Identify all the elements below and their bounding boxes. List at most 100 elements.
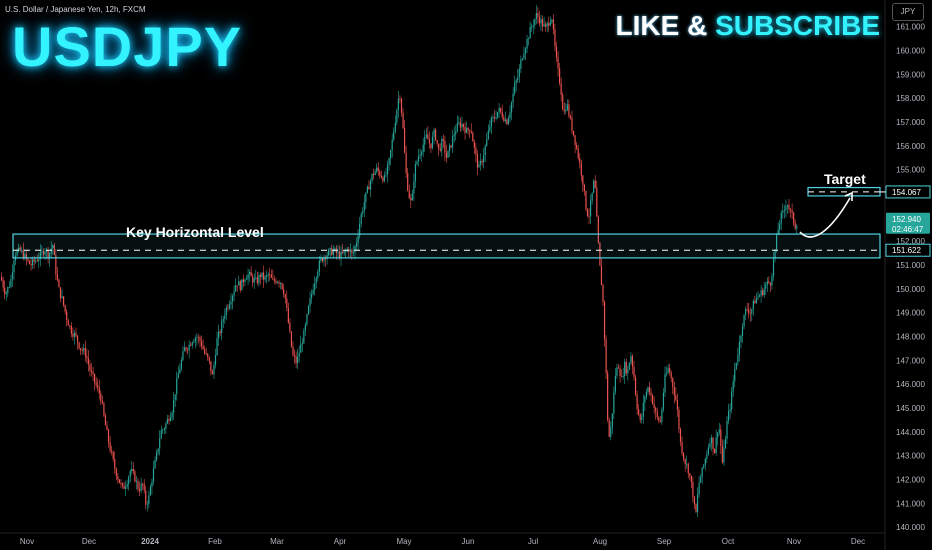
candle-body: [445, 152, 448, 158]
candle-body: [396, 109, 398, 123]
candle-body: [529, 26, 531, 39]
candle-body: [745, 309, 747, 315]
candle-body: [659, 420, 661, 422]
candle-body: [772, 259, 775, 276]
candle-body: [596, 187, 598, 217]
candle-body: [218, 331, 220, 339]
candle-body: [250, 272, 252, 277]
candle-body: [159, 438, 161, 449]
candle-body: [548, 23, 550, 26]
candle-body: [117, 476, 119, 480]
candle-body: [295, 356, 297, 364]
candle-body: [76, 335, 79, 343]
candle-body: [616, 367, 618, 376]
candle-body: [692, 482, 694, 498]
candle-body: [61, 296, 63, 299]
candle-body: [355, 243, 358, 247]
candle-body: [779, 223, 781, 230]
candle-body: [97, 385, 99, 388]
candle-body: [75, 332, 77, 336]
candle-body: [400, 98, 403, 113]
candle-body: [67, 320, 69, 326]
candle-body: [194, 338, 196, 342]
candle-body: [487, 130, 489, 140]
candle-body: [225, 307, 227, 315]
candle-body: [679, 428, 682, 442]
candle-body: [667, 368, 669, 373]
candle-body: [687, 463, 689, 474]
candle-body: [591, 192, 593, 201]
candle-body: [543, 24, 545, 27]
candle-body: [197, 337, 200, 339]
candle-body: [625, 361, 627, 374]
candle-body: [554, 29, 556, 47]
candle-body: [653, 403, 655, 409]
candle-body: [256, 277, 258, 284]
candle-body: [38, 259, 40, 261]
candle-body: [780, 212, 782, 224]
current-price-tag-text: 152.940: [892, 215, 921, 224]
candle-body: [684, 459, 686, 465]
candle-body: [275, 280, 277, 283]
candle-body: [221, 321, 223, 334]
candle-body: [417, 156, 420, 162]
candle-body: [441, 139, 443, 151]
candle-body: [373, 173, 375, 176]
candle-body: [156, 452, 158, 461]
chart-title: USDJPY: [12, 15, 243, 78]
y-tick-label: 156.000: [896, 142, 925, 151]
candle-body: [741, 326, 744, 336]
candle-body: [464, 127, 466, 133]
candle-body: [334, 248, 336, 251]
candle-body: [92, 372, 94, 375]
candle-body: [349, 249, 351, 252]
candle-body: [399, 98, 401, 100]
y-tick-label: 144.000: [896, 428, 925, 437]
candle-body: [278, 282, 280, 284]
candle-body: [588, 215, 590, 217]
candle-body: [300, 343, 302, 353]
candle-body: [765, 284, 767, 289]
candle-body: [479, 160, 482, 165]
candle-body: [183, 347, 186, 352]
candle-body: [652, 395, 654, 404]
candle-body: [537, 13, 539, 18]
candle-body: [408, 190, 410, 199]
candle-body: [709, 443, 711, 448]
candle-body: [686, 463, 688, 465]
candle-body: [689, 473, 691, 476]
candle-body: [738, 341, 740, 356]
candle-body: [244, 279, 246, 283]
candle-body: [762, 290, 764, 296]
candle-body: [59, 287, 62, 299]
candle-body: [746, 309, 748, 311]
y-tick-label: 146.000: [896, 380, 925, 389]
target-tag-border: [885, 185, 931, 199]
key-level-tag-border: [885, 243, 931, 257]
candle-body: [80, 348, 82, 351]
candle-body: [377, 167, 379, 172]
candle-body: [311, 293, 313, 299]
candle-body: [22, 250, 24, 259]
candle-body: [332, 250, 334, 255]
candle-body: [78, 342, 80, 349]
candle-body: [32, 259, 34, 266]
candle-body: [202, 346, 204, 350]
candle-body: [28, 260, 31, 265]
candle-body: [732, 381, 734, 392]
candle-body: [743, 314, 745, 327]
candle-body: [569, 115, 572, 118]
candle-body: [36, 260, 38, 262]
candle-body: [292, 346, 294, 356]
candle-body: [157, 448, 159, 453]
candles: [1, 4, 798, 518]
candle-body: [636, 394, 638, 410]
candle-body: [120, 482, 122, 484]
candle-body: [583, 184, 585, 192]
currency-button[interactable]: JPY: [892, 3, 924, 21]
candle-body: [315, 277, 317, 284]
candle-body: [514, 83, 516, 94]
candle-body: [459, 122, 461, 128]
candle-body: [509, 112, 511, 118]
candle-body: [707, 447, 709, 455]
